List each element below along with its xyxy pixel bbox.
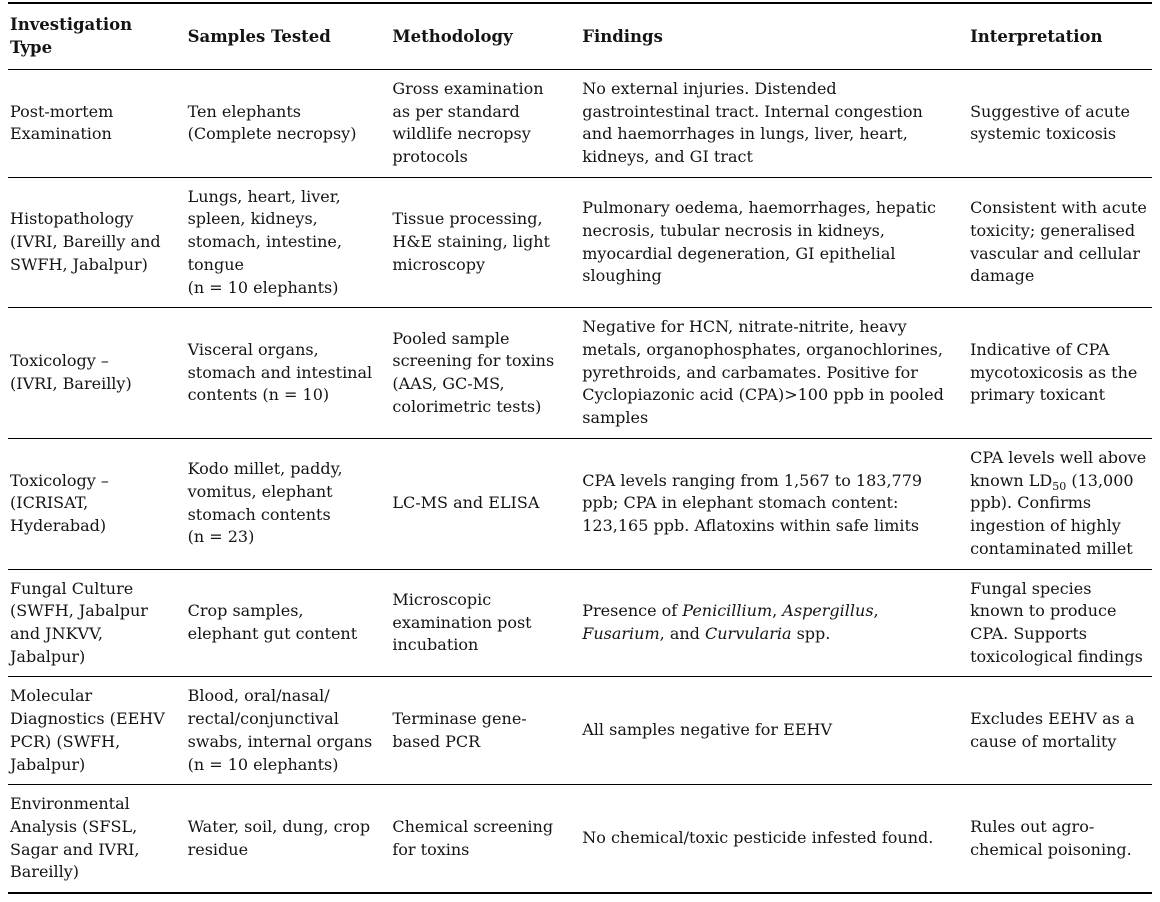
table-row: Toxicology – (IVRI, Bareilly) Visceral o… (8, 307, 1152, 439)
column-header-findings: Findings (582, 3, 971, 70)
cell-findings: Pulmonary oedema, haemorrhages, hepatic … (582, 177, 971, 309)
cell-methodology: Terminase gene-based PCR (392, 676, 583, 786)
cell-findings: CPA levels ranging from 1,567 to 183,779… (582, 438, 971, 570)
cell-methodology: LC-MS and ELISA (392, 438, 583, 570)
column-header-methodology: Methodology (392, 3, 583, 70)
table-row: Environmental Analysis (SFSL, Sagar and … (8, 785, 1152, 893)
cell-methodology: Chemical screening for toxins (392, 816, 554, 859)
cell-methodology: Tissue processing, H&E staining, light m… (392, 177, 583, 309)
cell-samples-tested: Ten elephants (Complete necropsy) (187, 69, 393, 178)
table-row: Post-mortem Examination Ten elephants (C… (8, 69, 1152, 178)
investigation-findings-table: Investigation Type Samples Tested Method… (8, 2, 1152, 895)
table-body: Post-mortem Examination Ten elephants (C… (8, 69, 1152, 893)
column-header-investigation-type: Investigation Type (8, 3, 188, 70)
cell-methodology: Microscopic examination post incubation (392, 569, 583, 678)
column-header-interpretation: Interpretation (970, 3, 1152, 70)
cell-samples-tested: Kodo millet, paddy, vomitus, elephant st… (187, 438, 393, 570)
cell-interpretation: Excludes EEHV as a cause of mortality (970, 676, 1152, 786)
cell-findings: Presence of Penicillium, Aspergillus, Fu… (582, 569, 971, 678)
cell-interpretation: Fungal species known to produce CPA. Sup… (970, 569, 1152, 678)
table-row: Fungal Culture (SWFH, Jabalpur and JNKVV… (8, 569, 1152, 678)
cell-interpretation: Rules out agro-chemical poisoning. (970, 816, 1132, 859)
cell-investigation-type: Histopathology (IVRI, Bareilly and SWFH,… (8, 177, 188, 309)
table-header: Investigation Type Samples Tested Method… (8, 3, 1152, 70)
cell-findings: No chemical/toxic pesticide infested fou… (582, 828, 934, 848)
cell-samples-tested: Crop samples, elephant gut content (187, 569, 393, 678)
column-header-samples-tested: Samples Tested (187, 3, 393, 70)
cell-samples-tested: Blood, oral/nasal/ rectal/conjunctival s… (187, 676, 393, 786)
table-row: Histopathology (IVRI, Bareilly and SWFH,… (8, 177, 1152, 309)
cell-interpretation: Consistent with acute toxicity; generali… (970, 177, 1152, 309)
cell-samples-tested: Visceral organs, stomach and intestinal … (187, 307, 393, 439)
cell-findings: No external injuries. Distended gastroin… (582, 69, 971, 178)
table-row: Toxicology – (ICRISAT, Hyderabad) Kodo m… (8, 438, 1152, 570)
cell-interpretation: Indicative of CPA mycotoxicosis as the p… (970, 307, 1152, 439)
cell-findings: Negative for HCN, nitrate-nitrite, heavy… (582, 307, 971, 439)
cell-samples-tested: Water, soil, dung, crop residue (187, 816, 371, 859)
cell-methodology: Gross examination as per standard wildli… (392, 69, 583, 178)
cell-investigation-type: Fungal Culture (SWFH, Jabalpur and JNKVV… (8, 569, 188, 678)
header-row: Investigation Type Samples Tested Method… (8, 3, 1152, 70)
cell-investigation-type: Molecular Diagnostics (EEHV PCR) (SWFH, … (8, 676, 188, 786)
table-row: Molecular Diagnostics (EEHV PCR) (SWFH, … (8, 676, 1152, 786)
cell-methodology: Pooled sample screening for toxins (AAS,… (392, 307, 583, 439)
cell-interpretation: CPA levels well above known LD50 (13,000… (970, 438, 1152, 570)
cell-samples-tested: Lungs, heart, liver, spleen, kidneys, st… (187, 177, 393, 309)
cell-investigation-type: Toxicology – (ICRISAT, Hyderabad) (8, 438, 188, 570)
cell-interpretation: Suggestive of acute systemic toxicosis (970, 69, 1152, 178)
cell-investigation-type: Post-mortem Examination (8, 69, 188, 178)
cell-investigation-type: Toxicology – (IVRI, Bareilly) (8, 307, 188, 439)
cell-investigation-type: Environmental Analysis (SFSL, Sagar and … (10, 794, 140, 882)
cell-findings: All samples negative for EEHV (582, 676, 971, 786)
